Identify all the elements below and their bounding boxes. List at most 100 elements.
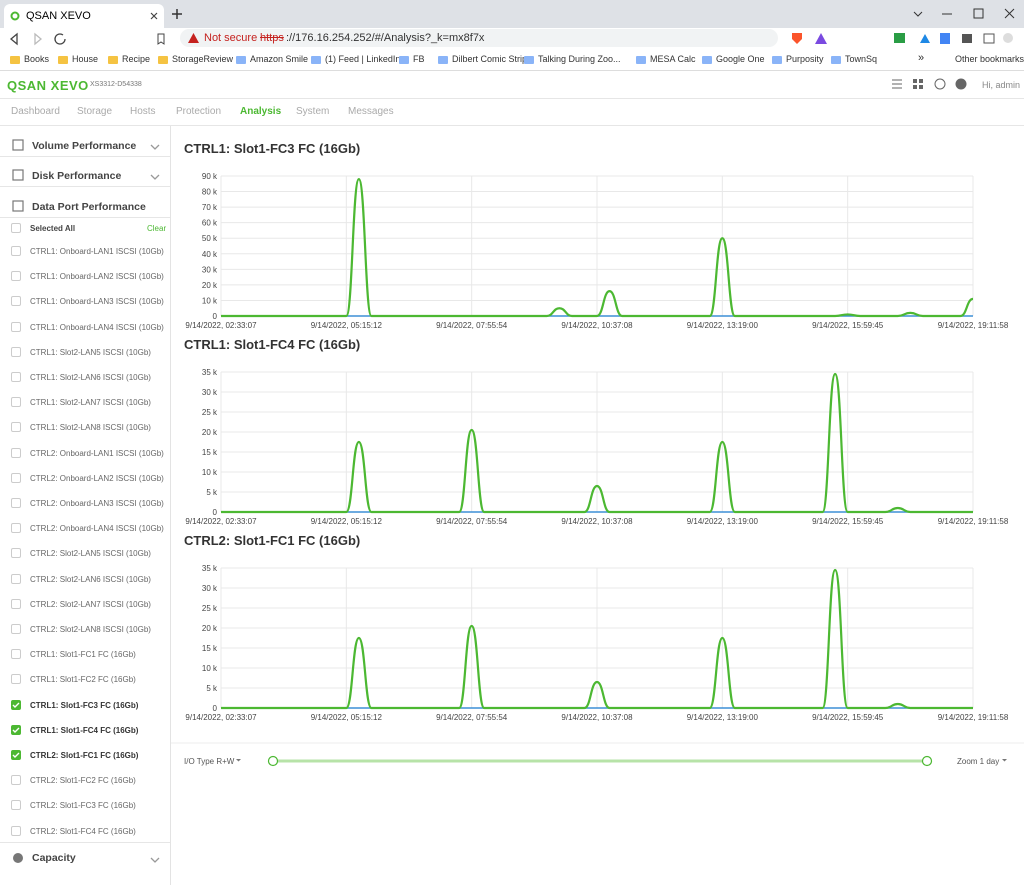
slider-handle[interactable] [921, 755, 933, 767]
port-checkbox[interactable] [11, 649, 21, 660]
address-bar[interactable]: Not secure https ://176.16.254.252/#/Ana… [180, 29, 778, 47]
port-checkbox[interactable] [11, 372, 21, 382]
bookmark[interactable]: TownSq [845, 54, 878, 64]
section-title[interactable]: Disk Performance [32, 170, 122, 182]
port-item[interactable]: CTRL1: Slot2-LAN7 ISCSI (10Gb) [30, 398, 151, 408]
port-checkbox[interactable] [11, 321, 21, 332]
bookmark[interactable]: FB [413, 54, 425, 64]
nav-buttons[interactable] [8, 32, 168, 46]
window-controls[interactable] [900, 4, 1020, 24]
bookmark[interactable]: StorageReview [172, 54, 234, 64]
port-item[interactable]: CTRL1: Onboard-LAN3 ISCSI (10Gb) [30, 297, 164, 307]
bookmark[interactable]: MESA Calc [650, 54, 696, 64]
tab-close[interactable] [150, 12, 158, 20]
port-item[interactable]: CTRL2: Slot1-FC4 FC (16Gb) [30, 826, 136, 836]
slider-handle[interactable] [267, 755, 279, 767]
port-item[interactable]: CTRL1: Slot1-FC1 FC (16Gb) [30, 650, 136, 660]
port-checkbox[interactable] [11, 397, 21, 408]
port-checkbox[interactable] [11, 573, 21, 584]
port-item[interactable]: CTRL1: Slot2-LAN5 ISCSI (10Gb) [30, 347, 151, 357]
header-icons[interactable] [890, 77, 970, 91]
new-tab[interactable] [172, 9, 182, 19]
nav-item[interactable]: Protection [176, 106, 222, 117]
bookmark[interactable]: Amazon Smile [250, 54, 309, 64]
port-checkbox[interactable] [11, 699, 21, 710]
port-checkbox[interactable] [11, 296, 21, 307]
port-checkbox[interactable] [11, 800, 21, 811]
bookmark[interactable]: House [72, 54, 99, 64]
port-checkbox[interactable] [11, 472, 21, 483]
port-checkbox[interactable] [11, 498, 21, 508]
port-item[interactable]: CTRL2: Slot1-FC1 FC (16Gb) [30, 751, 139, 760]
port-item[interactable]: CTRL1: Slot2-LAN8 ISCSI (10Gb) [30, 423, 151, 433]
zoom[interactable]: Zoom 1 day [957, 757, 999, 766]
port-item[interactable]: CTRL1: Onboard-LAN1 ISCSI (10Gb) [30, 247, 164, 256]
port-checkbox[interactable] [11, 523, 21, 534]
port-checkbox[interactable] [11, 422, 21, 433]
y-tick-label: 30 k [202, 584, 218, 593]
nav-item[interactable]: System [296, 106, 330, 117]
bookmark[interactable]: (1) Feed | LinkedIn [325, 54, 401, 64]
port-item[interactable]: CTRL1: Slot1-FC4 FC (16Gb) [30, 725, 139, 735]
port-item[interactable]: CTRL1: Slot1-FC3 FC (16Gb) [30, 700, 139, 710]
bookmark[interactable]: Dilbert Comic Strip... [452, 54, 535, 64]
port-item[interactable]: CTRL2: Onboard-LAN3 ISCSI (10Gb) [30, 499, 164, 508]
bookmark[interactable]: Books [24, 54, 50, 64]
port-item[interactable]: CTRL1: Onboard-LAN4 ISCSI (10Gb) [30, 322, 164, 332]
port-item[interactable]: CTRL2: Slot2-LAN8 ISCSI (10Gb) [30, 625, 151, 634]
clear[interactable]: Clear [147, 224, 167, 233]
port-item[interactable]: CTRL2: Slot1-FC2 FC (16Gb) [30, 776, 136, 786]
chevron[interactable] [150, 174, 160, 180]
chevron[interactable] [150, 144, 160, 150]
other-bookmarks[interactable]: Other bookmarks [955, 54, 1024, 64]
checkbox-box [11, 321, 21, 332]
port-checkbox[interactable] [11, 598, 21, 609]
bookmark[interactable]: Purposity [786, 54, 824, 64]
port-checkbox[interactable] [11, 825, 21, 836]
bookmark[interactable]: Talking During Zoo... [538, 54, 621, 64]
chevron[interactable] [150, 857, 160, 863]
port-checkbox[interactable] [11, 548, 21, 559]
port-checkbox[interactable] [11, 674, 21, 685]
port-item[interactable]: CTRL2: Slot2-LAN6 ISCSI (10Gb) [30, 574, 151, 584]
port-item[interactable]: CTRL2: Slot1-FC3 FC (16Gb) [30, 801, 136, 811]
port-checkbox[interactable] [11, 724, 21, 735]
url-scheme: https [260, 32, 284, 44]
port-checkbox[interactable] [11, 346, 21, 357]
port-checkbox[interactable] [11, 775, 21, 786]
nav-item[interactable]: Analysis [240, 106, 282, 117]
port-item[interactable]: CTRL1: Slot1-FC2 FC (16Gb) [30, 675, 136, 685]
divider [0, 186, 170, 187]
port-item[interactable]: CTRL2: Onboard-LAN2 ISCSI (10Gb) [30, 473, 164, 483]
port-item[interactable]: CTRL2: Slot2-LAN7 ISCSI (10Gb) [30, 599, 151, 609]
io-type[interactable]: I/O Type R+W [184, 757, 235, 766]
port-checkbox[interactable] [11, 750, 21, 760]
section-title[interactable]: Data Port Performance [32, 201, 146, 213]
checkbox-box [11, 372, 21, 382]
nav-item[interactable]: Storage [77, 106, 113, 117]
port-item[interactable]: CTRL2: Slot2-LAN5 ISCSI (10Gb) [30, 549, 151, 559]
bookmark[interactable]: Google One [716, 54, 765, 64]
user[interactable]: Hi, admin [982, 80, 1021, 90]
port-item[interactable]: CTRL2: Onboard-LAN1 ISCSI (10Gb) [30, 448, 164, 458]
port-checkbox[interactable] [11, 271, 21, 282]
port-item[interactable]: CTRL2: Onboard-LAN4 ISCSI (10Gb) [30, 524, 164, 534]
checkbox-box [11, 271, 21, 282]
port-checkbox[interactable] [11, 246, 21, 256]
nav-item[interactable]: Messages [348, 106, 394, 117]
section-title[interactable]: Volume Performance [32, 140, 137, 152]
more-bookmarks[interactable]: » [918, 52, 925, 64]
nav-item[interactable]: Dashboard [11, 106, 60, 117]
select-all-checkbox[interactable] [11, 223, 21, 233]
toolbar-icons[interactable] [790, 31, 1020, 46]
select-all[interactable]: Selected All [30, 224, 76, 233]
nav-item[interactable]: Hosts [130, 106, 156, 117]
port-checkbox[interactable] [11, 624, 21, 634]
section-title[interactable]: Capacity [32, 852, 76, 864]
port-checkbox[interactable] [11, 447, 21, 458]
tab[interactable]: QSAN XEVO [4, 4, 164, 28]
port-item[interactable]: CTRL1: Onboard-LAN2 ISCSI (10Gb) [30, 272, 164, 282]
bookmark[interactable]: Recipe [122, 54, 151, 64]
port-item[interactable]: CTRL1: Slot2-LAN6 ISCSI (10Gb) [30, 373, 151, 382]
